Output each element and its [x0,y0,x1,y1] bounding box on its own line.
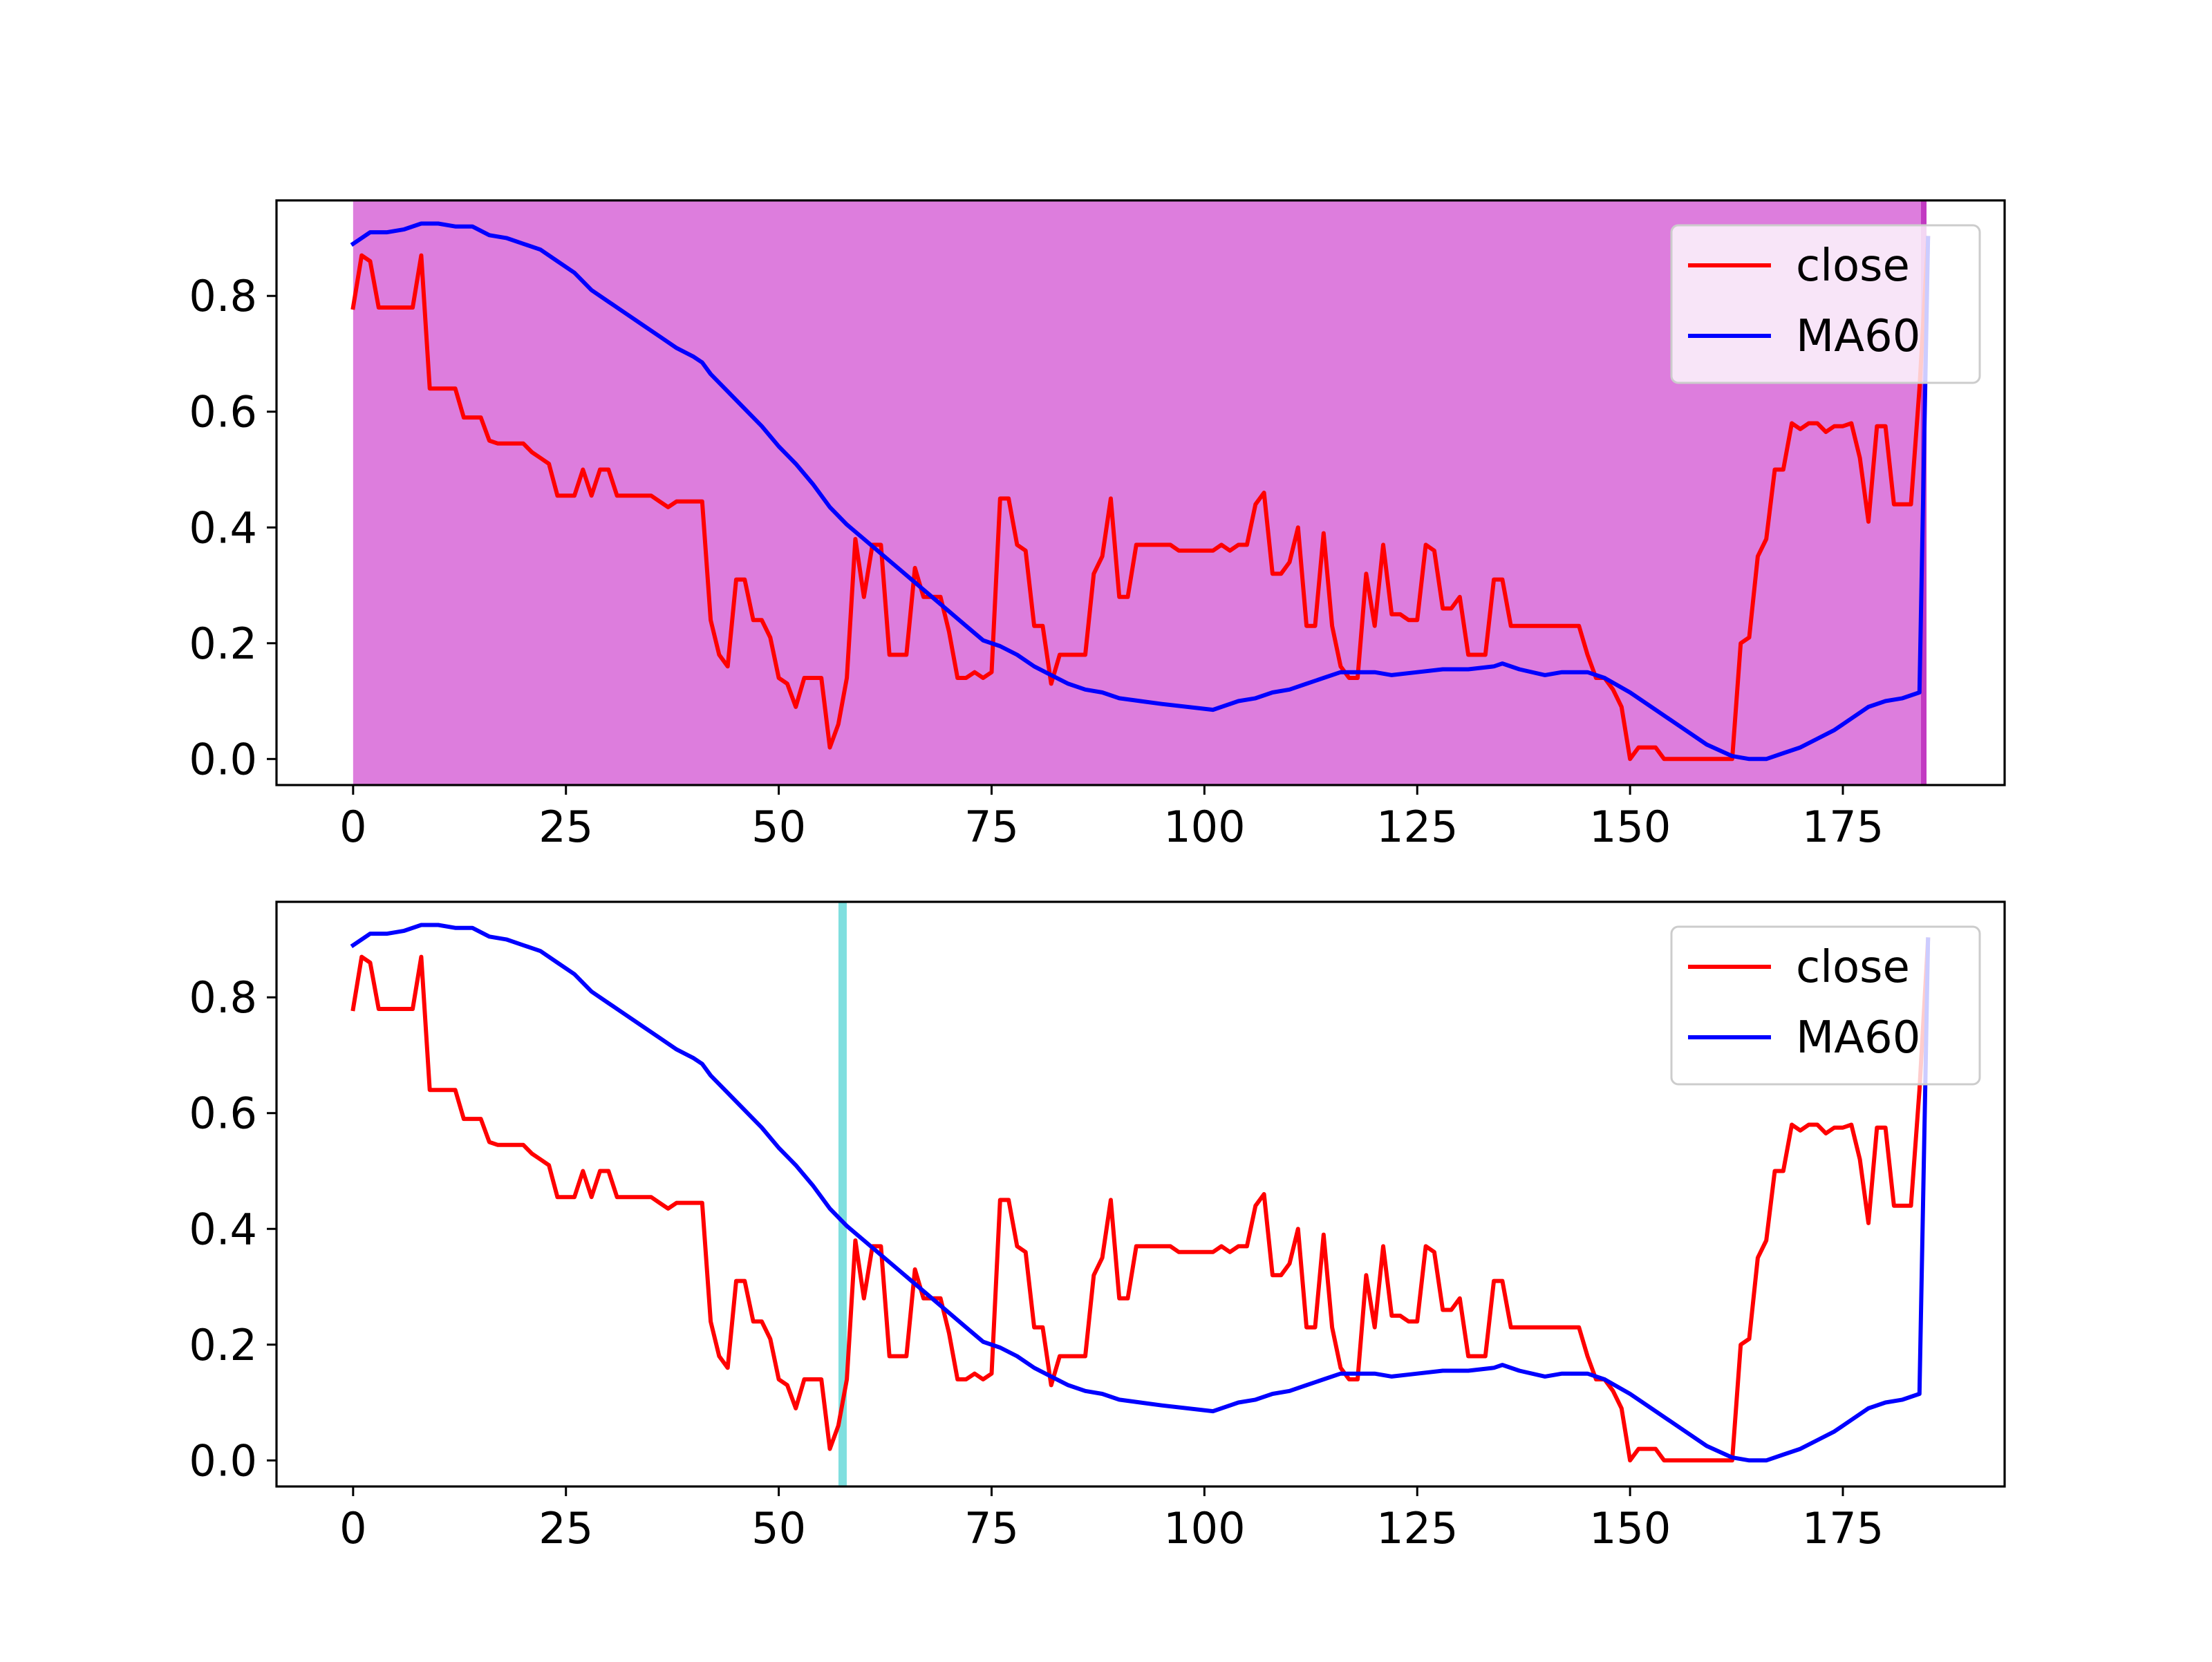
x-tick-label: 75 [964,1503,1019,1554]
y-tick-label: 0.2 [189,1320,257,1370]
x-tick-label: 50 [751,1503,806,1554]
x-tick-label: 175 [1802,1503,1884,1554]
x-tick-label: 150 [1589,1503,1671,1554]
y-tick-label: 0.0 [189,734,257,784]
y-tick-label: 0.4 [189,502,257,553]
y-tick-label: 0.8 [189,271,257,321]
x-tick-label: 100 [1163,802,1245,852]
x-tick-label: 125 [1376,1503,1458,1554]
series-line-close [350,236,1931,762]
x-tick-label: 175 [1802,802,1884,852]
x-tick-label: 75 [964,802,1019,852]
y-tick-label: 0.4 [189,1204,257,1254]
chart-bottom: 0 25 50 75 100 125 150 175 0.0 0.2 0.4 0.6 0.8 close M… [189,900,2006,1554]
legend-label-ma60: MA60 [1796,1012,1920,1064]
x-tick-label: 100 [1163,1503,1245,1554]
x-tick-label: 25 [538,1503,593,1554]
y-tick-label: 0.2 [189,618,257,669]
legend-label-close: close [1796,240,1910,292]
legend: close MA60 [1670,224,1981,384]
chart-top: 0 25 50 75 100 125 150 175 0.0 0.2 0.4 0.6 0.8 close M… [189,199,2006,852]
y-tick-label: 0.0 [189,1435,257,1486]
y-tick-label: 0.6 [189,1088,257,1139]
x-tick-label: 150 [1589,802,1671,852]
x-tick-label: 0 [339,802,366,852]
y-tick-label: 0.8 [189,972,257,1023]
series-line-close [350,937,1931,1463]
y-tick-label: 0.6 [189,387,257,437]
series-line-ma60 [350,221,1931,762]
x-tick-label: 125 [1376,802,1458,852]
x-tick-label: 0 [339,1503,366,1554]
axes-frame [275,900,2006,1488]
axes-frame [275,199,2006,786]
x-tick-label: 25 [538,802,593,852]
x-tick-label: 50 [751,802,806,852]
legend-label-close: close [1796,942,1910,993]
legend: close MA60 [1670,925,1981,1086]
legend-label-ma60: MA60 [1796,311,1920,362]
series-line-ma60 [350,923,1931,1463]
